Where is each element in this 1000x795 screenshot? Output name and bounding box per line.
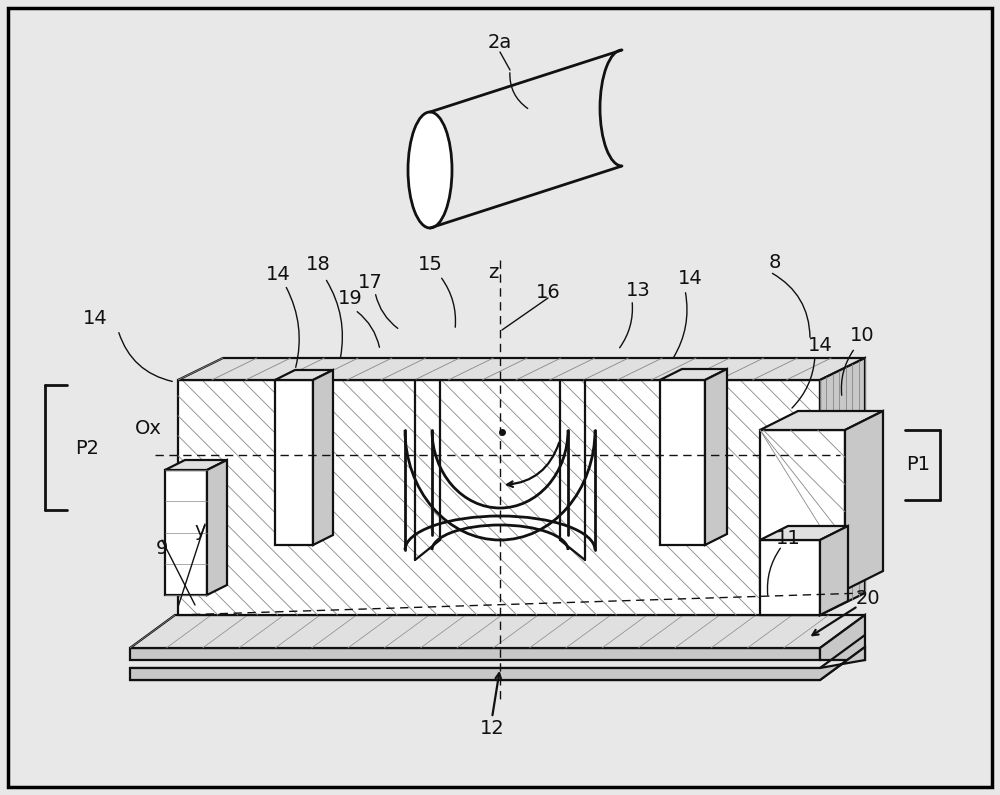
Polygon shape [165, 460, 227, 470]
Text: 2a: 2a [488, 33, 512, 52]
Text: 12: 12 [480, 719, 504, 738]
Text: 20: 20 [856, 588, 880, 607]
Polygon shape [178, 380, 820, 615]
Polygon shape [760, 540, 820, 615]
Polygon shape [705, 369, 727, 545]
Polygon shape [820, 358, 865, 615]
Text: 18: 18 [306, 255, 330, 274]
Polygon shape [130, 647, 865, 680]
Polygon shape [760, 411, 883, 430]
Text: z: z [488, 262, 498, 281]
Polygon shape [845, 411, 883, 590]
Polygon shape [178, 358, 865, 380]
Text: 14: 14 [808, 335, 832, 355]
Polygon shape [275, 380, 313, 545]
Text: 14: 14 [678, 269, 702, 288]
Polygon shape [760, 526, 848, 540]
Polygon shape [820, 615, 865, 660]
Ellipse shape [408, 112, 452, 228]
Text: 15: 15 [418, 254, 442, 273]
Polygon shape [820, 526, 848, 615]
Text: Ox: Ox [135, 418, 161, 437]
Text: 11: 11 [776, 529, 800, 548]
Polygon shape [313, 370, 333, 545]
Polygon shape [207, 460, 227, 595]
Polygon shape [130, 648, 820, 660]
Text: 9: 9 [156, 538, 168, 557]
Polygon shape [660, 380, 705, 545]
Text: P2: P2 [75, 439, 99, 457]
Text: 16: 16 [536, 282, 560, 301]
Text: y: y [194, 521, 206, 540]
Polygon shape [130, 615, 865, 648]
Text: 17: 17 [358, 273, 382, 292]
Text: 14: 14 [83, 308, 107, 328]
Text: P1: P1 [906, 455, 930, 474]
Polygon shape [165, 470, 207, 595]
Polygon shape [760, 430, 845, 590]
Text: 19: 19 [338, 289, 362, 308]
Text: 13: 13 [626, 281, 650, 300]
Text: 8: 8 [769, 253, 781, 272]
Polygon shape [660, 369, 727, 380]
Text: 10: 10 [850, 325, 874, 344]
Text: 14: 14 [266, 265, 290, 284]
Polygon shape [275, 370, 333, 380]
